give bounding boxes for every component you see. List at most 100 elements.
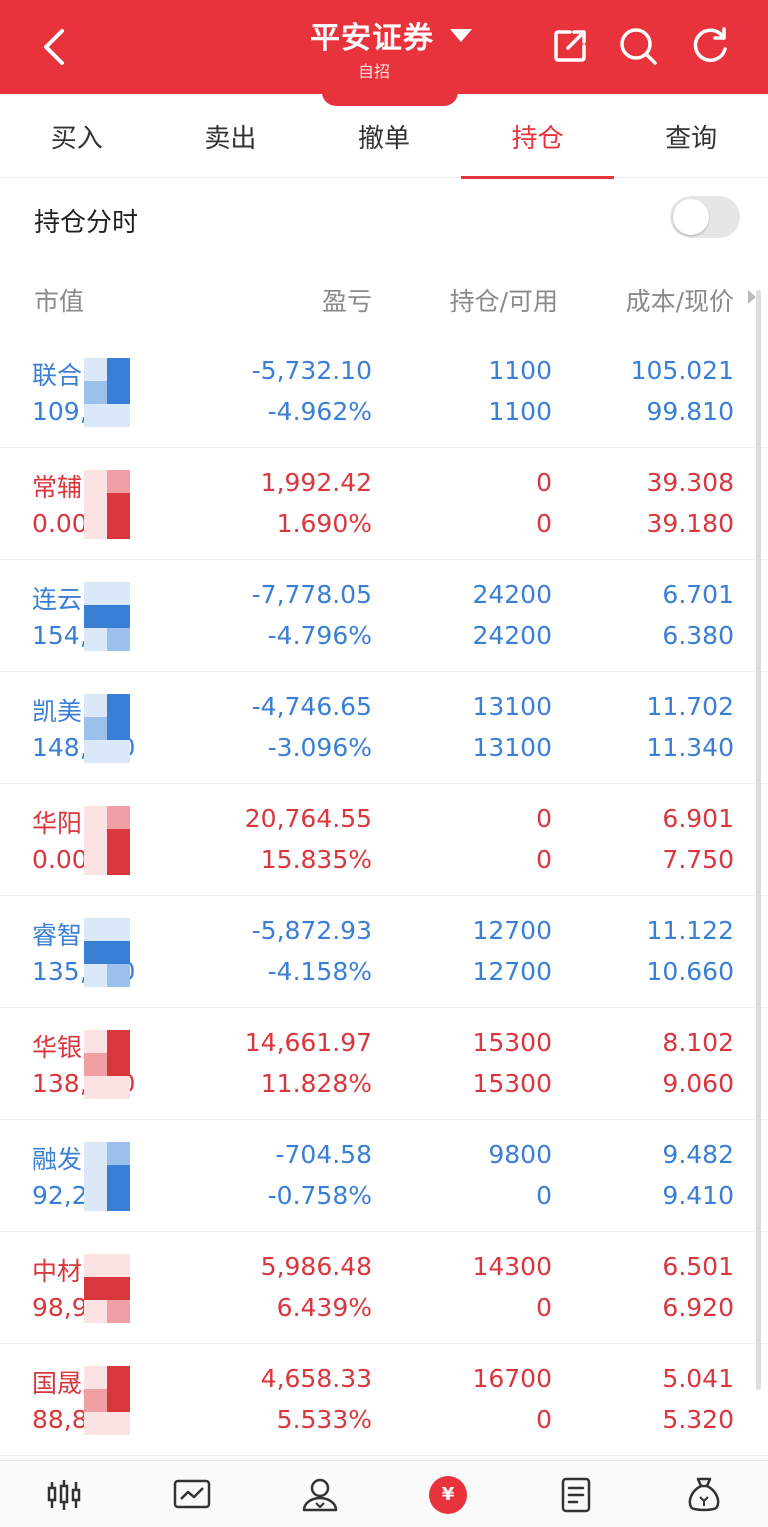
cost-price: 11.702 (646, 692, 734, 721)
position-qty: 14300 (472, 1252, 552, 1281)
document-icon (561, 1477, 591, 1512)
yuan-icon: ¥ (429, 1475, 467, 1514)
intraday-toggle[interactable] (670, 196, 740, 238)
share-icon (554, 30, 586, 62)
pnl-percent: -3.096% (267, 733, 372, 762)
pnl-amount: -4,746.65 (251, 692, 372, 721)
intraday-toggle-row: 持仓分时 (0, 178, 768, 264)
line-chart-icon (173, 1479, 211, 1508)
pnl-amount: 4,658.33 (260, 1364, 372, 1393)
pnl-percent: 15.835% (260, 845, 372, 874)
position-qty: 12700 (472, 916, 552, 945)
privacy-mask (84, 470, 130, 540)
tab-buy[interactable]: 买入 (50, 123, 103, 154)
available-qty: 24200 (472, 621, 552, 650)
current-price: 39.180 (646, 509, 734, 538)
nav-trade[interactable]: ¥ (384, 1461, 512, 1527)
available-qty: 13100 (472, 733, 552, 762)
col-pnl[interactable]: 盈亏 (321, 287, 372, 316)
holding-row[interactable]: 融发 电 92,2 0 -704.58 -0.758% 9800 0 9.482 9.410 (0, 1120, 768, 1232)
current-price: 7.750 (662, 845, 734, 874)
current-price: 10.660 (646, 957, 734, 986)
holdings-list: 联合 学 109, 00 -5,732.10 -4.962% 1100 1100 105.0… (0, 336, 768, 1456)
available-qty: 1100 (488, 397, 552, 426)
nav-news[interactable] (512, 1461, 640, 1527)
available-qty: 12700 (472, 957, 552, 986)
pnl-amount: 1,992.42 (260, 468, 372, 497)
current-price: 9.060 (662, 1069, 734, 1098)
cost-price: 8.102 (662, 1028, 734, 1057)
title-notch (322, 84, 458, 106)
header: 平安证券 自招 (0, 0, 768, 106)
position-qty: 0 (536, 468, 552, 497)
back-button[interactable] (32, 22, 76, 72)
money-bag-icon (688, 1477, 720, 1511)
position-qty: 1100 (488, 356, 552, 385)
cost-price: 105.021 (630, 356, 734, 385)
scrollbar[interactable] (756, 290, 761, 1390)
available-qty: 0 (536, 509, 552, 538)
cost-price: 6.701 (662, 580, 734, 609)
market-value: 0.00 (32, 845, 88, 874)
nav-chart[interactable] (128, 1461, 256, 1527)
privacy-mask (84, 1366, 130, 1436)
pnl-amount: -5,872.93 (251, 916, 372, 945)
cost-price: 6.501 (662, 1252, 734, 1281)
bottom-nav: ¥ (0, 1460, 768, 1527)
refresh-button[interactable] (688, 24, 732, 68)
pnl-amount: 14,661.97 (244, 1028, 372, 1057)
current-price: 5.320 (662, 1405, 734, 1434)
holding-row[interactable]: 国晟 技 88,84 ) 4,658.33 5.533% 16700 0 5.041 5.32… (0, 1344, 768, 1456)
cost-price: 11.122 (646, 916, 734, 945)
current-price: 99.810 (646, 397, 734, 426)
pnl-percent: -4.796% (267, 621, 372, 650)
chevron-left-icon (44, 29, 64, 65)
cost-price: 9.482 (662, 1140, 734, 1169)
pnl-percent: 1.690% (276, 509, 372, 538)
broker-selector[interactable]: 平安证券 (310, 10, 472, 60)
cost-price: 6.901 (662, 804, 734, 833)
scroll-right-icon[interactable] (748, 290, 756, 304)
stock-name: 连云 (32, 585, 83, 614)
pnl-percent: 6.439% (276, 1293, 372, 1322)
holding-row[interactable]: 中材 能 98,95 0 5,986.48 6.439% 14300 0 6.501 6.92… (0, 1232, 768, 1344)
position-qty: 16700 (472, 1364, 552, 1393)
refresh-icon (693, 27, 727, 62)
pnl-amount: -704.58 (275, 1140, 373, 1169)
pnl-percent: 5.533% (276, 1405, 372, 1434)
tab-sell[interactable]: 卖出 (204, 123, 257, 154)
col-market-value[interactable]: 市值 (34, 287, 85, 316)
holding-row[interactable]: 连云 154,3 0 -7,778.05 -4.796% 24200 24200 6.701… (0, 560, 768, 672)
tab-query[interactable]: 查询 (665, 123, 718, 154)
col-cost-price[interactable]: 成本/现价 (625, 287, 734, 316)
share-button[interactable] (548, 24, 592, 68)
holding-row[interactable]: 华阳 材 0.00 20,764.55 15.835% 0 0 6.901 7.750 (0, 784, 768, 896)
page-title: 平安证券 (310, 21, 434, 56)
privacy-mask (84, 358, 130, 428)
search-button[interactable] (616, 24, 660, 68)
holding-row[interactable]: 常辅 份 0.00 1,992.42 1.690% 0 0 39.308 39.180 (0, 448, 768, 560)
pnl-percent: 11.828% (260, 1069, 372, 1098)
cost-price: 39.308 (646, 468, 734, 497)
col-position[interactable]: 持仓/可用 (449, 287, 558, 316)
holding-row[interactable]: 联合 学 109, 00 -5,732.10 -4.962% 1100 1100 105.0… (0, 336, 768, 448)
tab-cancel[interactable]: 撤单 (357, 123, 410, 154)
nav-account[interactable] (256, 1461, 384, 1527)
privacy-mask (84, 918, 130, 988)
account-subtitle: 自招 (358, 62, 391, 81)
pnl-percent: -4.158% (267, 957, 372, 986)
caret-down-icon (450, 28, 472, 42)
nav-wealth[interactable] (640, 1461, 768, 1527)
pnl-percent: -0.758% (267, 1181, 372, 1210)
position-qty: 15300 (472, 1028, 552, 1057)
tab-positions[interactable]: 持仓 (460, 94, 615, 179)
privacy-mask (84, 1254, 130, 1324)
pnl-amount: -5,732.10 (251, 356, 372, 385)
current-price: 6.920 (662, 1293, 734, 1322)
position-qty: 13100 (472, 692, 552, 721)
nav-market[interactable] (0, 1461, 128, 1527)
